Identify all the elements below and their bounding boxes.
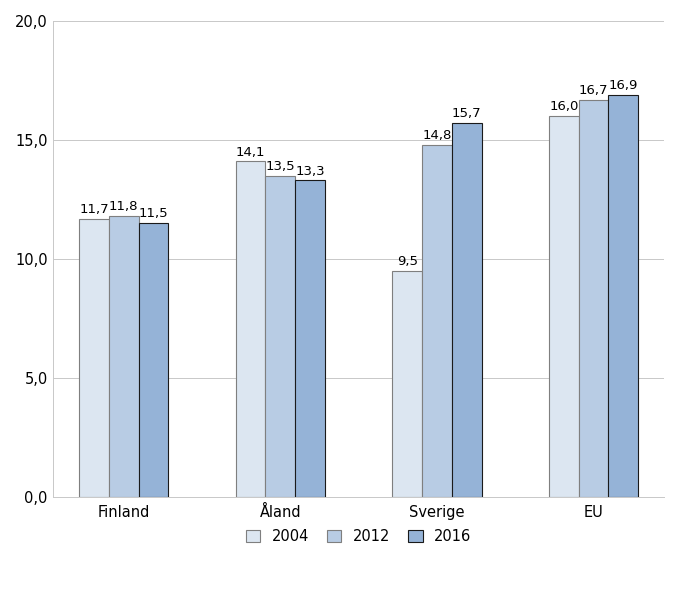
Text: 16,7: 16,7 <box>579 84 608 97</box>
Bar <box>109 216 139 497</box>
Bar <box>422 145 452 497</box>
Text: 15,7: 15,7 <box>452 108 481 120</box>
Bar <box>79 219 109 497</box>
Bar <box>608 95 638 497</box>
Text: 11,5: 11,5 <box>139 207 168 221</box>
Bar <box>139 224 168 497</box>
Bar <box>452 123 481 497</box>
Bar <box>549 116 579 497</box>
Text: 13,5: 13,5 <box>265 160 295 173</box>
Bar <box>265 175 295 497</box>
Text: 14,1: 14,1 <box>236 145 265 159</box>
Text: 13,3: 13,3 <box>295 165 325 178</box>
Bar <box>579 100 608 497</box>
Text: 14,8: 14,8 <box>422 129 452 142</box>
Text: 9,5: 9,5 <box>397 255 418 268</box>
Text: 11,8: 11,8 <box>109 200 139 213</box>
Text: 16,9: 16,9 <box>608 79 638 92</box>
Bar <box>392 271 422 497</box>
Text: 16,0: 16,0 <box>549 100 579 114</box>
Bar <box>236 162 265 497</box>
Legend: 2004, 2012, 2016: 2004, 2012, 2016 <box>238 522 479 552</box>
Bar <box>295 180 325 497</box>
Text: 11,7: 11,7 <box>79 203 109 216</box>
